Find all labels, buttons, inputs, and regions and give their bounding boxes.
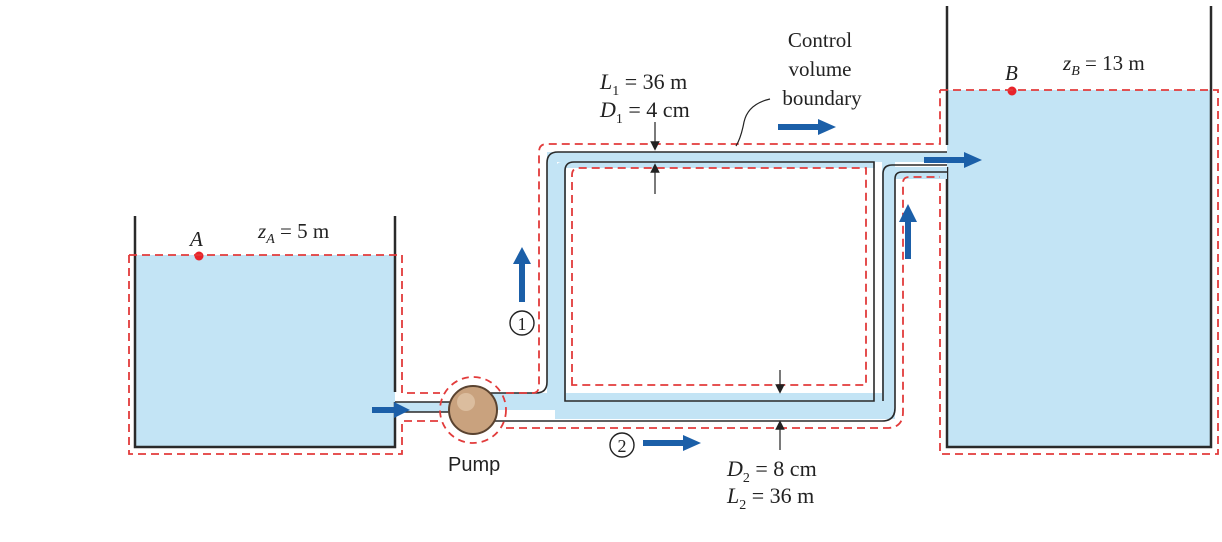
cv-label-line-3: boundary [782,86,862,110]
pipe-2-length: L2 = 36 m [726,483,814,513]
arrow-riser-up [899,204,917,259]
pipe-walls [395,151,947,422]
cv-leader-line [735,98,771,147]
arrow-tank-b-inlet [924,152,982,168]
pump-label: Pump [448,454,500,476]
pump-highlight [457,393,475,411]
arrow-pipe-1-up [513,247,531,302]
tank-b-walls [945,6,1213,449]
pipe-1-number-circle [509,310,535,336]
tank-b-water [947,90,1211,447]
arrow-cv-right [778,119,836,135]
pipe-2-number: 2 [618,436,627,456]
pipe-2-diameter: D2 = 8 cm [726,456,817,486]
tank-b-elevation: zB = 13 m [1062,51,1145,79]
flow-arrows [372,119,982,451]
arrow-tank-a-outlet [372,402,410,418]
cv-label-line-2: volume [789,57,852,81]
tank-b-surface-point [1007,86,1017,96]
pipe-1-number: 1 [518,314,527,334]
cv-label-line-1: Control [788,28,852,52]
tank-b-point-label: B [1005,61,1018,85]
arrow-pipe-2-right [643,435,701,451]
pipe-1-length: L1 = 36 m [599,69,687,99]
tank-a-point-label: A [188,227,203,251]
tank-a-water [135,255,395,447]
pipe-2-number-circle [609,432,635,458]
control-volume-boundary [128,89,1219,455]
tank-a-surface-point [194,251,204,261]
tank-a-elevation: zA = 5 m [257,219,329,247]
pipe-1-diameter: D1 = 4 cm [599,97,690,127]
tank-a-walls [133,216,397,449]
pump-body [448,385,498,435]
pipe-water [395,152,947,419]
pump-cv-boundary [439,376,507,444]
